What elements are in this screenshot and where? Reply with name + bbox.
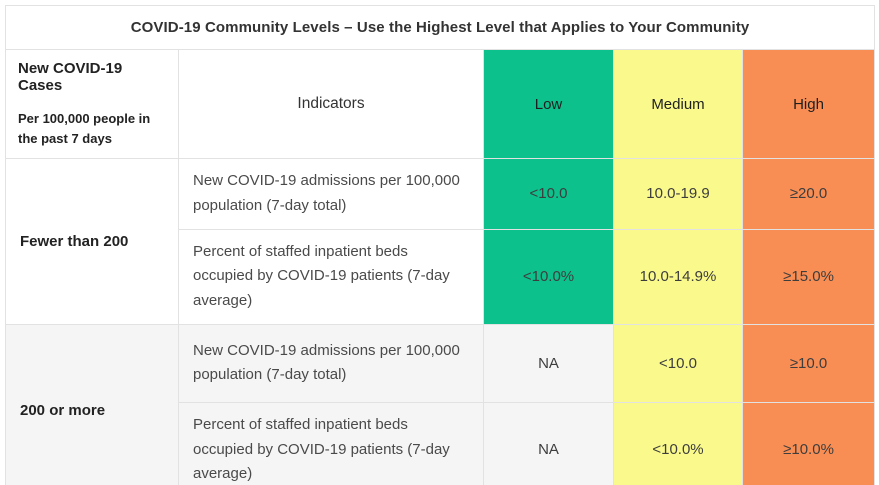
medium-value-cell: 10.0-14.9% xyxy=(613,228,743,325)
high-column-header: High xyxy=(741,49,876,159)
high-value-cell: ≥10.0 xyxy=(741,323,876,403)
indicator-cell: Percent of staffed inpatient beds occupi… xyxy=(178,228,484,325)
low-column-header: Low xyxy=(483,49,614,159)
medium-value-cell: 10.0-19.9 xyxy=(613,158,743,230)
medium-value-cell: <10.0 xyxy=(613,323,743,403)
table-row: 200 or more New COVID-19 admissions per … xyxy=(5,323,876,485)
low-value-cell: <10.0 xyxy=(483,158,614,230)
low-value-cell: NA xyxy=(483,323,614,403)
cases-column-header: New COVID-19 Cases Per 100,000 people in… xyxy=(5,49,179,159)
low-value-cell: <10.0% xyxy=(483,228,614,325)
table-row: Percent of staffed inpatient beds occupi… xyxy=(6,401,876,485)
indicator-cell: New COVID-19 admissions per 100,000 popu… xyxy=(178,158,484,230)
cases-header-subtitle: Per 100,000 people in the past 7 days xyxy=(18,111,151,146)
high-value-cell: ≥20.0 xyxy=(741,158,876,230)
title-row: COVID-19 Community Levels – Use the High… xyxy=(4,5,876,50)
medium-column-header: Medium xyxy=(613,49,743,159)
table-row: Percent of staffed inpatient beds occupi… xyxy=(6,228,876,325)
covid-community-levels-table: COVID-19 Community Levels – Use the High… xyxy=(4,5,876,485)
cases-header-title: New COVID-19 Cases xyxy=(18,60,123,94)
medium-value-cell: <10.0% xyxy=(613,401,743,485)
indicator-cell: Percent of staffed inpatient beds occupi… xyxy=(178,401,484,485)
low-value-cell: NA xyxy=(483,401,614,485)
high-value-cell: ≥10.0% xyxy=(741,401,876,485)
table-row: Fewer than 200 New COVID-19 admissions p… xyxy=(5,158,876,325)
indicators-column-header: Indicators xyxy=(178,49,484,159)
group-label-fewer-than-200: Fewer than 200 xyxy=(5,158,179,325)
column-header-row: New COVID-19 Cases Per 100,000 people in… xyxy=(5,49,876,159)
table-title: COVID-19 Community Levels – Use the High… xyxy=(4,5,876,50)
group-label-200-or-more: 200 or more xyxy=(5,323,179,485)
indicator-cell: New COVID-19 admissions per 100,000 popu… xyxy=(178,323,484,403)
high-value-cell: ≥15.0% xyxy=(741,228,876,325)
